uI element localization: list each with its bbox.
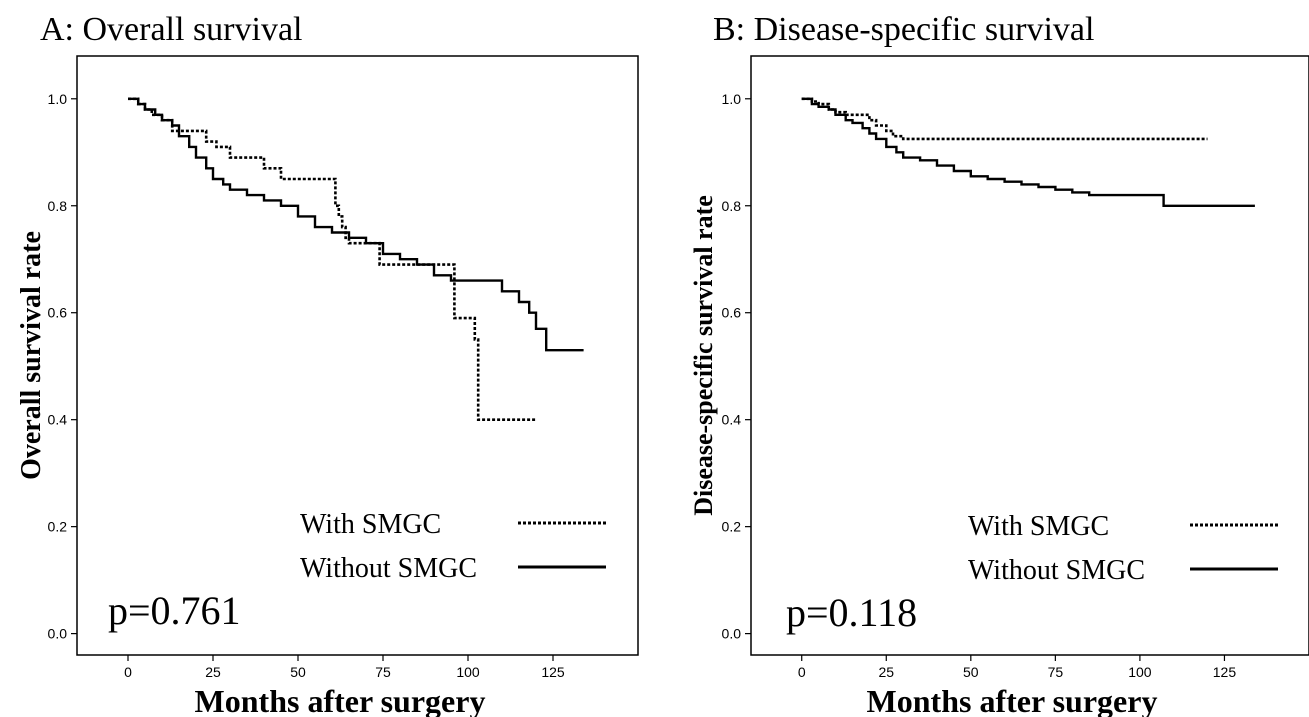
x-tick-label: 100 [456,664,480,680]
legend-label: With SMGC [300,509,441,540]
y-tick-label: 0.8 [722,198,742,214]
x-tick-label: 0 [798,664,806,680]
series-line-without-smgc [128,97,584,352]
legend-label: Without SMGC [300,553,477,584]
x-axis-label: Months after surgery [867,683,1158,717]
y-tick-label: 0.6 [48,305,68,321]
y-tick-label: 0.4 [48,412,68,428]
p-value-annotation: p=0.118 [786,590,917,635]
x-tick-label: 100 [1128,664,1152,680]
x-tick-label: 75 [375,664,391,680]
y-axis-label: Overall survival rate [16,231,47,480]
p-value-annotation: p=0.761 [108,588,241,633]
x-axis-label: Months after surgery [195,683,486,717]
y-axis-label: Disease-specific survival rate [689,195,718,516]
plot-frame [76,55,639,656]
y-tick-label: 0.0 [722,626,742,642]
y-tick-label: 0.4 [722,412,742,428]
legend-label: Without SMGC [968,555,1145,586]
x-tick-label: 125 [541,664,565,680]
x-tick-label: 125 [1213,664,1237,680]
y-tick-label: 0.6 [722,305,742,321]
chart-title: B: Disease-specific survival [713,11,1094,48]
x-tick-label: 25 [205,664,221,680]
y-tick-label: 0.0 [48,626,68,642]
plot-frame [750,55,1309,656]
y-tick-label: 0.2 [48,519,68,535]
x-tick-label: 0 [124,664,132,680]
panel-overall-survival: A: Overall survival 0.0 0.2 0.4 0.6 0.8 1.0 0 25… [16,11,639,717]
x-tick-label: 50 [290,664,306,680]
series-line-without-smgc [801,97,1255,207]
y-tick-label: 0.2 [722,519,742,535]
x-tick-label: 25 [878,664,894,680]
chart-disease-specific-survival: B: Disease-specific survival 0.0 0.2 0.4 0.6… [689,11,1309,717]
series-line-with-smgc [801,97,1208,141]
legend-label: With SMGC [968,511,1109,542]
y-tick-label: 1.0 [48,91,68,107]
y-tick-label: 0.8 [48,198,68,214]
chart-title: A: Overall survival [40,11,303,48]
x-tick-label: 50 [963,664,979,680]
x-tick-label: 75 [1048,664,1064,680]
y-tick-label: 1.0 [722,91,742,107]
chart-overall-survival: A: Overall survival 0.0 0.2 0.4 0.6 0.8 1.0 0 25… [16,11,639,717]
panel-disease-specific-survival: B: Disease-specific survival 0.0 0.2 0.4 0.6… [655,0,1309,717]
